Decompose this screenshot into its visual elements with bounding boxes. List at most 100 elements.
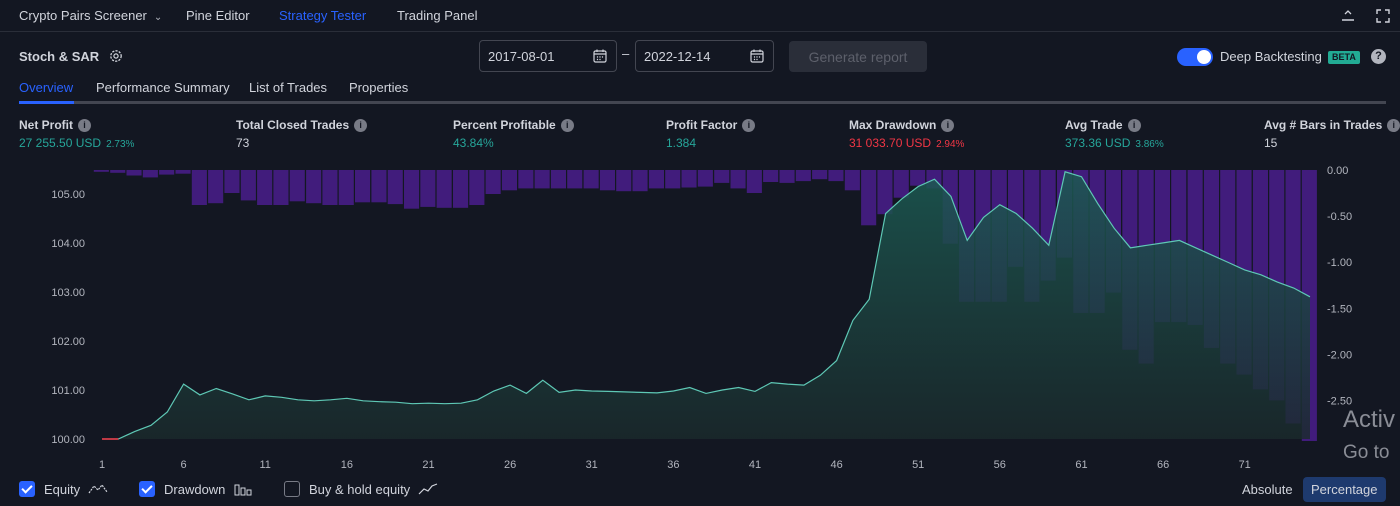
drawdown-bar [224,170,240,193]
drawdown-bar [159,170,175,175]
metric-net-profit: Net Profit i 27 255.50 USD 2.73% [19,118,134,150]
metric-profit-factor: Profit Factor i 1.384 [666,118,756,150]
absolute-toggle-button[interactable]: Absolute [1242,482,1293,497]
tab-list-of-trades[interactable]: List of Trades [249,80,328,95]
calendar-icon[interactable] [749,48,765,64]
tab-strategy-tester[interactable]: Strategy Tester [279,8,367,23]
buy-hold-checkbox[interactable] [284,481,300,497]
drawdown-bar [681,170,697,188]
drawdown-bar [877,170,893,215]
right-axis-tick: -2.50 [1327,395,1352,407]
drawdown-bar [779,170,795,183]
drawdown-bar [518,170,534,189]
drawdown-bar [289,170,305,202]
date-range-separator: – [622,46,630,61]
drawdown-bars-icon [234,484,252,496]
generate-report-button[interactable]: Generate report [789,41,927,72]
drawdown-bar [322,170,338,205]
right-axis-tick: -2.00 [1327,349,1352,361]
equity-checkbox[interactable] [19,481,35,497]
legend-label: Equity [44,481,81,497]
watermark-line-1: Activ [1343,406,1396,433]
x-axis-tick: 51 [912,459,924,471]
drawdown-bar [387,170,403,205]
date-to-value: 2022-12-14 [644,48,711,64]
drawdown-bar [306,170,322,204]
tab-label: Crypto Pairs Screener [19,8,147,23]
beta-badge: BETA [1328,51,1360,64]
drawdown-bar [861,170,877,226]
fullscreen-icon[interactable] [1375,8,1391,24]
drawdown-bar [420,170,436,207]
date-to-input[interactable]: 2022-12-14 [635,40,774,72]
x-axis-tick: 71 [1239,459,1251,471]
metric-label: Avg # Bars in Trades [1264,118,1383,132]
calendar-icon[interactable] [592,48,608,64]
x-axis-tick: 61 [1075,459,1087,471]
x-axis-tick: 16 [341,459,353,471]
info-icon[interactable]: i [742,118,756,132]
metric-label: Profit Factor [666,118,738,132]
drawdown-checkbox[interactable] [139,481,155,497]
tab-overview[interactable]: Overview [19,80,74,95]
x-axis-tick: 11 [259,459,270,471]
help-icon[interactable]: ? [1371,49,1386,64]
legend-drawdown[interactable]: Drawdown [139,481,253,497]
tab-performance-summary[interactable]: Performance Summary [96,80,230,95]
x-axis-tick: 41 [749,459,761,471]
info-icon[interactable]: i [560,118,574,132]
info-icon[interactable]: i [354,118,368,132]
right-axis-tick: -0.50 [1327,211,1352,223]
left-axis-tick: 103.00 [51,287,85,299]
metric-label: Avg Trade [1065,118,1123,132]
metric-value: 373.36 USD [1065,136,1131,150]
info-icon[interactable]: i [941,118,955,132]
drawdown-bar [599,170,615,191]
drawdown-bar [910,170,926,186]
drawdown-bar [632,170,648,192]
tab-trading-panel[interactable]: Trading Panel [397,8,478,23]
drawdown-bar [501,170,517,191]
drawdown-bar [812,170,828,180]
x-axis-tick: 56 [994,459,1006,471]
drawdown-bar [436,170,452,208]
tab-properties[interactable]: Properties [349,80,409,95]
chevron-down-icon[interactable]: ⌄ [153,12,163,23]
legend-buy-hold-equity[interactable]: Buy & hold equity [284,481,438,497]
deep-backtesting-label: Deep Backtesting [1220,49,1322,64]
drawdown-bar [616,170,632,192]
drawdown-bar [567,170,583,189]
info-icon[interactable]: i [78,118,91,132]
right-axis-tick: -1.00 [1327,257,1352,269]
info-icon[interactable]: i [1387,118,1400,132]
minimize-icon[interactable] [1340,8,1356,24]
x-axis-tick: 36 [667,459,679,471]
left-axis-tick: 105.00 [51,189,85,201]
drawdown-bar [534,170,550,189]
drawdown-bar [828,170,844,182]
equity-drawdown-chart[interactable]: 105.00 104.00 103.00 102.00 101.00 100.00 0.00… [0,160,1400,475]
info-icon[interactable]: i [1127,118,1141,132]
settings-gear-icon[interactable] [108,48,124,64]
drawdown-bar [110,170,126,173]
metric-value: 1.384 [666,136,697,150]
left-axis-tick: 104.00 [51,238,85,250]
drawdown-bar [550,170,566,189]
metric-label: Max Drawdown [849,118,937,132]
equity-line-icon [88,484,108,494]
drawdown-bar [338,170,354,205]
drawdown-bar [648,170,664,189]
tab-crypto-pairs-screener[interactable]: Crypto Pairs Screener ⌄ [19,8,162,23]
drawdown-bar [355,170,371,203]
date-from-input[interactable]: 2017-08-01 [479,40,617,72]
metric-value: 15 [1264,136,1278,150]
deep-backtesting-toggle[interactable] [1177,48,1213,66]
x-axis-tick: 46 [830,459,842,471]
metric-label: Net Profit [19,118,73,132]
drawdown-bar [763,170,779,182]
percentage-toggle-button[interactable]: Percentage [1303,477,1386,502]
metric-percent-profitable: Percent Profitable i 43.84% [453,118,574,150]
tab-pine-editor[interactable]: Pine Editor [186,8,250,23]
x-axis-tick: 21 [422,459,434,471]
legend-equity[interactable]: Equity [19,481,108,497]
